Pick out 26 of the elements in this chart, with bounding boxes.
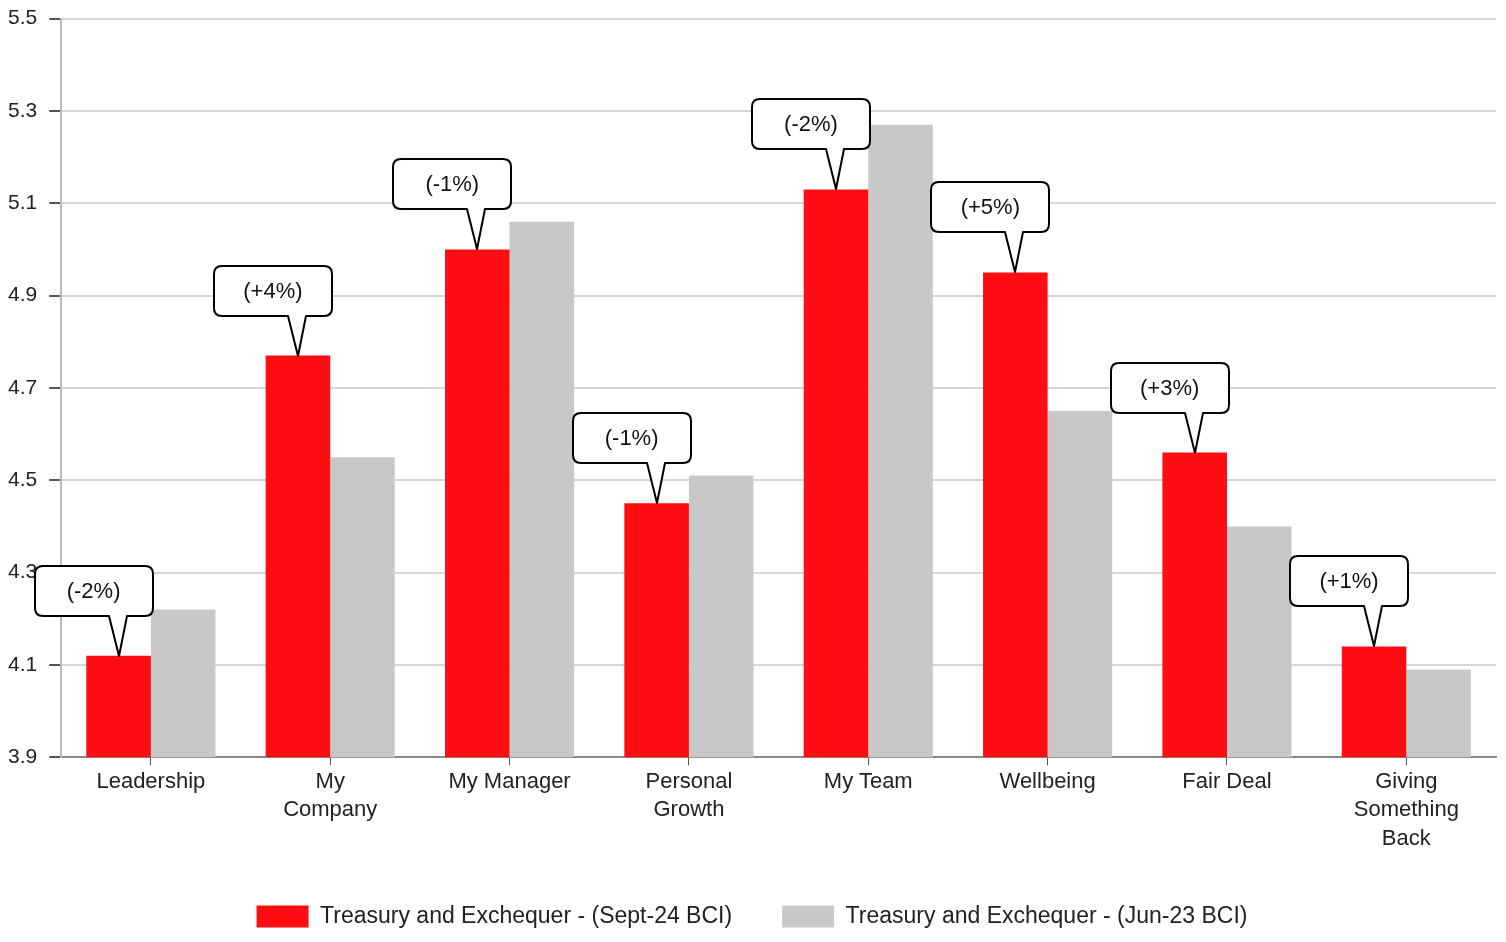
x-tick-label: My Company <box>283 767 378 822</box>
y-tick-label: 4.9 <box>8 282 38 306</box>
annotation: (-2%) <box>783 110 839 139</box>
y-tick-label: 4.5 <box>8 467 38 491</box>
y-tick-label: 5.3 <box>8 97 38 121</box>
annotation: (-1%) <box>603 424 660 453</box>
y-tick-label: 4.1 <box>8 651 38 675</box>
annotation: (-2%) <box>66 577 121 603</box>
annotation: (+5%) <box>959 193 1021 222</box>
x-tick-label: Fair Deal <box>1182 767 1272 793</box>
x-tick-label: Leadership <box>96 767 206 793</box>
annotation: (-1%) <box>424 170 481 199</box>
y-tick-label: 5.1 <box>8 190 38 214</box>
legend-label: Treasury and Exchequer - (Sept-24 BCI) <box>320 901 733 928</box>
x-tick-label: My Team <box>823 767 913 793</box>
x-tick-label: Wellbeing <box>999 767 1096 793</box>
x-tick-label: My Manager <box>448 767 571 793</box>
y-tick-label: 5.5 <box>8 5 38 29</box>
legend-label: Treasury and Exchequer - (Jun-23 BCI) <box>845 901 1248 928</box>
x-tick-label: Giving Something Back <box>1353 767 1459 850</box>
y-tick-label: 3.9 <box>8 744 38 767</box>
y-tick-label: 4.7 <box>8 374 38 398</box>
annotation: (+4%) <box>242 276 304 305</box>
annotation: (+3%) <box>1139 373 1201 402</box>
annotation: (+1%) <box>1318 567 1380 596</box>
x-tick-label: Personal Growth <box>645 767 733 822</box>
